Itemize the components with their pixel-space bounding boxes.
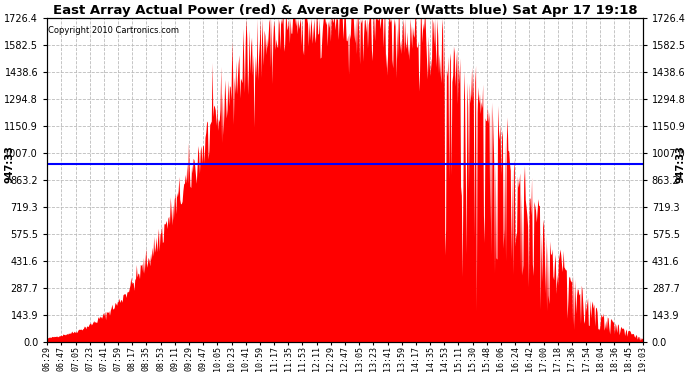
Text: Copyright 2010 Cartronics.com: Copyright 2010 Cartronics.com <box>48 26 179 35</box>
Text: 947:33: 947:33 <box>676 146 686 183</box>
Title: East Array Actual Power (red) & Average Power (Watts blue) Sat Apr 17 19:18: East Array Actual Power (red) & Average … <box>52 4 638 17</box>
Text: 947:33: 947:33 <box>4 146 14 183</box>
